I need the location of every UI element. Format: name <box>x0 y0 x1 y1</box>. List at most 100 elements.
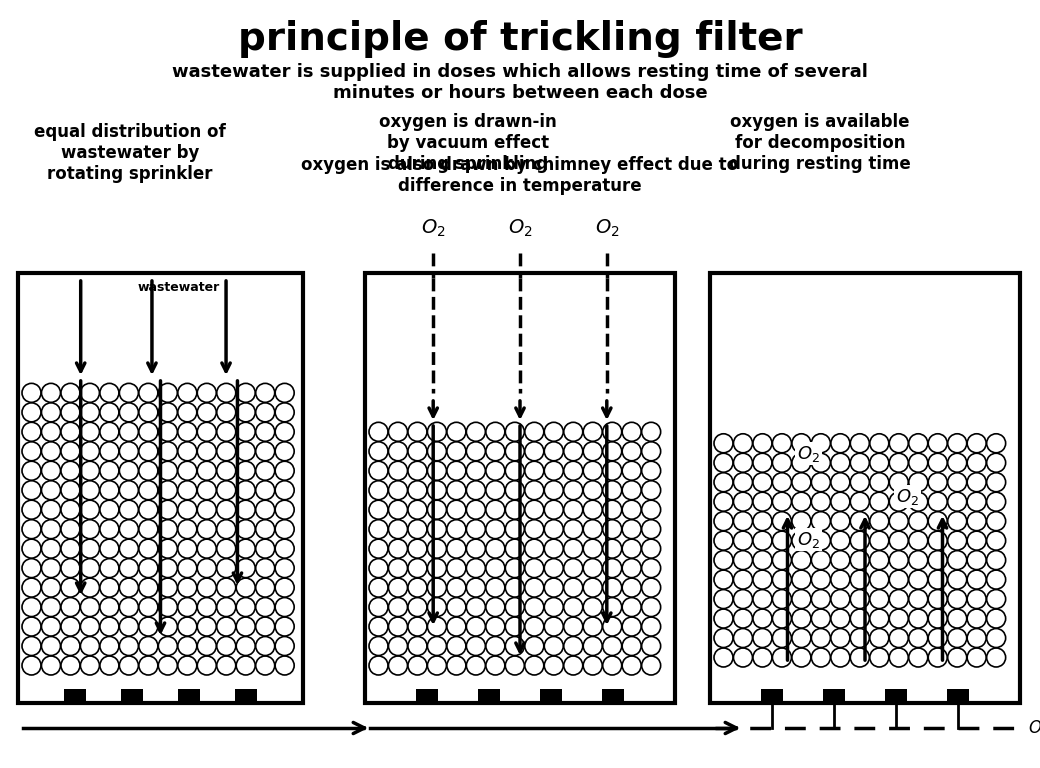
Circle shape <box>929 511 947 531</box>
Circle shape <box>811 648 830 667</box>
Circle shape <box>100 558 119 578</box>
Circle shape <box>256 403 275 422</box>
Circle shape <box>525 442 544 461</box>
Circle shape <box>389 656 408 675</box>
Circle shape <box>564 656 582 675</box>
Text: $O_2$: $O_2$ <box>1028 718 1040 738</box>
Circle shape <box>100 656 119 675</box>
Circle shape <box>178 500 197 519</box>
Circle shape <box>80 500 100 519</box>
Circle shape <box>466 617 486 636</box>
Circle shape <box>198 558 216 578</box>
Circle shape <box>100 539 119 558</box>
Circle shape <box>198 637 216 656</box>
Circle shape <box>583 481 602 500</box>
Circle shape <box>198 422 216 442</box>
Circle shape <box>486 500 504 519</box>
Circle shape <box>22 578 41 597</box>
Circle shape <box>869 551 889 570</box>
Circle shape <box>583 617 602 636</box>
Circle shape <box>80 383 100 402</box>
Circle shape <box>909 570 928 589</box>
Circle shape <box>369 656 388 675</box>
Text: oxygen is also drawn by chimney effect due to
difference in temperature: oxygen is also drawn by chimney effect d… <box>302 156 738 195</box>
Circle shape <box>733 492 753 511</box>
Circle shape <box>583 422 602 442</box>
Text: principle of trickling filter: principle of trickling filter <box>238 20 802 58</box>
Text: $O_2$: $O_2$ <box>595 217 619 239</box>
Text: $O_2$: $O_2$ <box>508 217 532 239</box>
Circle shape <box>909 609 928 628</box>
Circle shape <box>236 637 255 656</box>
Text: wastewater is supplied in doses which allows resting time of several
minutes or : wastewater is supplied in doses which al… <box>172 63 868 102</box>
Circle shape <box>714 531 733 550</box>
Circle shape <box>198 578 216 597</box>
Circle shape <box>773 609 791 628</box>
Circle shape <box>100 403 119 422</box>
Circle shape <box>486 617 504 636</box>
Circle shape <box>447 558 466 578</box>
Circle shape <box>714 511 733 531</box>
Circle shape <box>22 637 41 656</box>
Circle shape <box>642 558 660 578</box>
Circle shape <box>158 637 178 656</box>
Circle shape <box>889 570 908 589</box>
Circle shape <box>276 578 294 597</box>
Circle shape <box>987 531 1006 550</box>
Circle shape <box>525 656 544 675</box>
Circle shape <box>198 481 216 500</box>
Circle shape <box>369 442 388 461</box>
Circle shape <box>929 453 947 472</box>
Circle shape <box>753 570 772 589</box>
Circle shape <box>408 578 427 597</box>
Circle shape <box>42 383 60 402</box>
Circle shape <box>408 539 427 558</box>
Circle shape <box>642 637 660 656</box>
Circle shape <box>714 609 733 628</box>
Circle shape <box>100 462 119 480</box>
Circle shape <box>408 617 427 636</box>
Circle shape <box>564 500 582 519</box>
Circle shape <box>216 383 236 402</box>
Circle shape <box>642 578 660 597</box>
Circle shape <box>369 617 388 636</box>
Circle shape <box>42 500 60 519</box>
Circle shape <box>929 531 947 550</box>
Circle shape <box>603 481 622 500</box>
Circle shape <box>216 637 236 656</box>
Circle shape <box>714 570 733 589</box>
Circle shape <box>178 637 197 656</box>
Circle shape <box>139 598 158 617</box>
Circle shape <box>216 442 236 461</box>
Circle shape <box>505 442 524 461</box>
Circle shape <box>909 648 928 667</box>
Circle shape <box>869 434 889 453</box>
Circle shape <box>733 434 753 453</box>
Circle shape <box>178 422 197 442</box>
Circle shape <box>158 598 178 617</box>
Circle shape <box>447 637 466 656</box>
Circle shape <box>831 453 850 472</box>
Circle shape <box>61 383 80 402</box>
Circle shape <box>198 520 216 538</box>
Circle shape <box>158 520 178 538</box>
Circle shape <box>61 617 80 636</box>
Circle shape <box>216 403 236 422</box>
Circle shape <box>389 578 408 597</box>
Circle shape <box>427 598 446 617</box>
Circle shape <box>408 558 427 578</box>
Circle shape <box>256 656 275 675</box>
Circle shape <box>525 578 544 597</box>
Circle shape <box>236 539 255 558</box>
Circle shape <box>733 511 753 531</box>
Circle shape <box>603 442 622 461</box>
Circle shape <box>447 520 466 538</box>
Bar <box>235 689 257 701</box>
Circle shape <box>408 598 427 617</box>
Circle shape <box>791 570 811 589</box>
Circle shape <box>408 637 427 656</box>
Circle shape <box>389 617 408 636</box>
Circle shape <box>276 598 294 617</box>
Circle shape <box>987 628 1006 647</box>
Circle shape <box>100 481 119 500</box>
